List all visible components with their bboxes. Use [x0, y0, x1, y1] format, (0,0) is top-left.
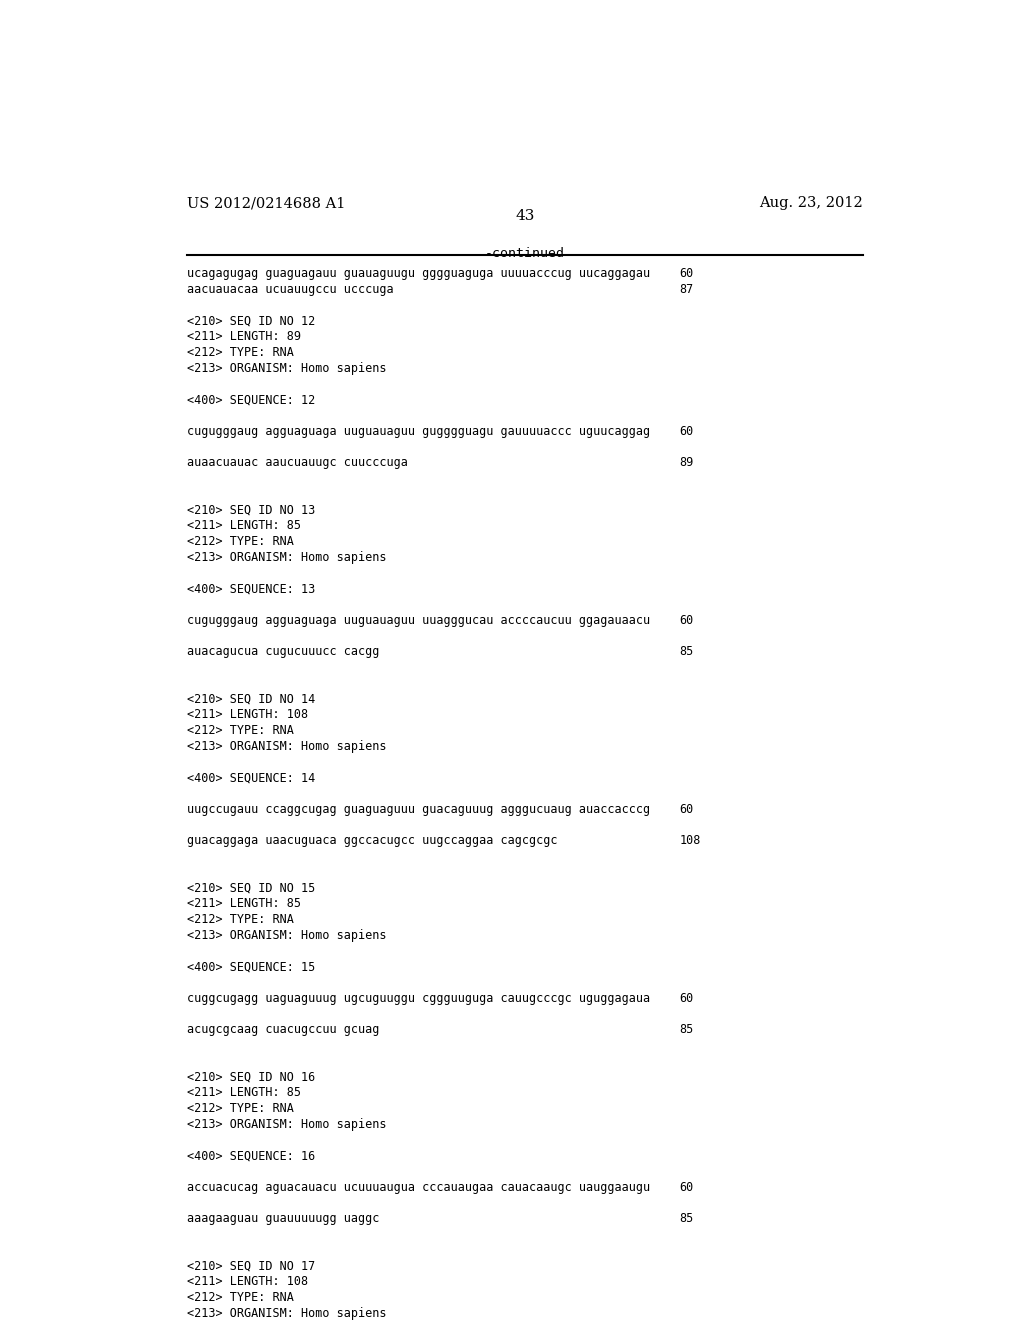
Text: 108: 108 [680, 834, 700, 847]
Text: <400> SEQUENCE: 14: <400> SEQUENCE: 14 [186, 771, 315, 784]
Text: <211> LENGTH: 108: <211> LENGTH: 108 [186, 1275, 308, 1288]
Text: <210> SEQ ID NO 17: <210> SEQ ID NO 17 [186, 1259, 315, 1272]
Text: <213> ORGANISM: Homo sapiens: <213> ORGANISM: Homo sapiens [186, 929, 386, 942]
Text: <211> LENGTH: 85: <211> LENGTH: 85 [186, 1086, 301, 1100]
Text: <211> LENGTH: 108: <211> LENGTH: 108 [186, 709, 308, 721]
Text: <210> SEQ ID NO 13: <210> SEQ ID NO 13 [186, 503, 315, 516]
Text: <211> LENGTH: 89: <211> LENGTH: 89 [186, 330, 301, 343]
Text: -continued: -continued [484, 247, 565, 260]
Text: 43: 43 [515, 210, 535, 223]
Text: <211> LENGTH: 85: <211> LENGTH: 85 [186, 519, 301, 532]
Text: <213> ORGANISM: Homo sapiens: <213> ORGANISM: Homo sapiens [186, 1118, 386, 1131]
Text: <213> ORGANISM: Homo sapiens: <213> ORGANISM: Homo sapiens [186, 1307, 386, 1320]
Text: <210> SEQ ID NO 14: <210> SEQ ID NO 14 [186, 693, 315, 705]
Text: uugccugauu ccaggcugag guaguaguuu guacaguuug agggucuaug auaccacccg: uugccugauu ccaggcugag guaguaguuu guacagu… [186, 803, 650, 816]
Text: <213> ORGANISM: Homo sapiens: <213> ORGANISM: Homo sapiens [186, 362, 386, 375]
Text: 60: 60 [680, 425, 694, 438]
Text: <400> SEQUENCE: 16: <400> SEQUENCE: 16 [186, 1150, 315, 1163]
Text: 60: 60 [680, 614, 694, 627]
Text: ucagagugag guaguagauu guauaguugu gggguaguga uuuuacccug uucaggagau: ucagagugag guaguagauu guauaguugu gggguag… [186, 267, 650, 280]
Text: auacagucua cugucuuucc cacgg: auacagucua cugucuuucc cacgg [186, 645, 379, 659]
Text: guacaggaga uaacuguaca ggccacugcc uugccaggaa cagcgcgc: guacaggaga uaacuguaca ggccacugcc uugccag… [186, 834, 557, 847]
Text: <212> TYPE: RNA: <212> TYPE: RNA [186, 535, 294, 548]
Text: <212> TYPE: RNA: <212> TYPE: RNA [186, 913, 294, 927]
Text: cugugggaug agguaguaga uuguauaguu uuagggucau accccaucuu ggagauaacu: cugugggaug agguaguaga uuguauaguu uuagggu… [186, 614, 650, 627]
Text: aaagaaguau guauuuuugg uaggc: aaagaaguau guauuuuugg uaggc [186, 1212, 379, 1225]
Text: accuacucag aguacauacu ucuuuaugua cccauaugaa cauacaaugc uauggaaugu: accuacucag aguacauacu ucuuuaugua cccauau… [186, 1181, 650, 1193]
Text: 87: 87 [680, 282, 694, 296]
Text: 60: 60 [680, 267, 694, 280]
Text: <400> SEQUENCE: 15: <400> SEQUENCE: 15 [186, 961, 315, 973]
Text: <212> TYPE: RNA: <212> TYPE: RNA [186, 725, 294, 737]
Text: cuggcugagg uaguaguuug ugcuguuggu cggguuguga cauugcccgc uguggagaua: cuggcugagg uaguaguuug ugcuguuggu cggguug… [186, 991, 650, 1005]
Text: 85: 85 [680, 1212, 694, 1225]
Text: acugcgcaag cuacugccuu gcuag: acugcgcaag cuacugccuu gcuag [186, 1023, 379, 1036]
Text: 60: 60 [680, 991, 694, 1005]
Text: <211> LENGTH: 85: <211> LENGTH: 85 [186, 898, 301, 911]
Text: <210> SEQ ID NO 12: <210> SEQ ID NO 12 [186, 314, 315, 327]
Text: 60: 60 [680, 1181, 694, 1193]
Text: <212> TYPE: RNA: <212> TYPE: RNA [186, 346, 294, 359]
Text: auaacuauac aaucuauugc cuucccuga: auaacuauac aaucuauugc cuucccuga [186, 457, 408, 469]
Text: Aug. 23, 2012: Aug. 23, 2012 [759, 195, 863, 210]
Text: <212> TYPE: RNA: <212> TYPE: RNA [186, 1291, 294, 1304]
Text: <400> SEQUENCE: 12: <400> SEQUENCE: 12 [186, 393, 315, 407]
Text: US 2012/0214688 A1: US 2012/0214688 A1 [186, 195, 345, 210]
Text: <210> SEQ ID NO 15: <210> SEQ ID NO 15 [186, 882, 315, 895]
Text: <213> ORGANISM: Homo sapiens: <213> ORGANISM: Homo sapiens [186, 739, 386, 752]
Text: 89: 89 [680, 457, 694, 469]
Text: <212> TYPE: RNA: <212> TYPE: RNA [186, 1102, 294, 1115]
Text: <400> SEQUENCE: 13: <400> SEQUENCE: 13 [186, 582, 315, 595]
Text: 60: 60 [680, 803, 694, 816]
Text: aacuauacaa ucuauugccu ucccuga: aacuauacaa ucuauugccu ucccuga [186, 282, 393, 296]
Text: <213> ORGANISM: Homo sapiens: <213> ORGANISM: Homo sapiens [186, 550, 386, 564]
Text: 85: 85 [680, 645, 694, 659]
Text: cugugggaug agguaguaga uuguauaguu gugggguagu gauuuuaccc uguucaggag: cugugggaug agguaguaga uuguauaguu guggggu… [186, 425, 650, 438]
Text: <210> SEQ ID NO 16: <210> SEQ ID NO 16 [186, 1071, 315, 1084]
Text: 85: 85 [680, 1023, 694, 1036]
